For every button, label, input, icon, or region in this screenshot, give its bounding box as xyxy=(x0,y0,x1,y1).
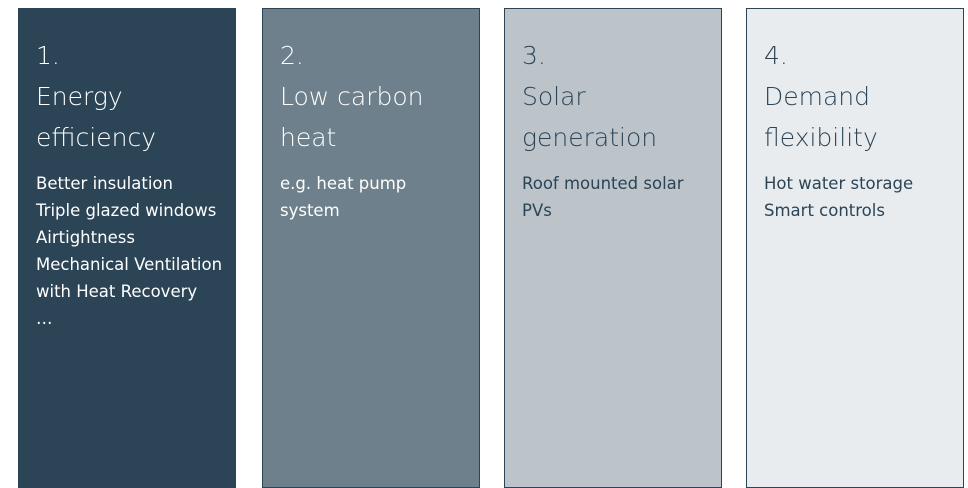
card-item: … xyxy=(36,309,53,328)
card-number: 1. xyxy=(36,41,60,70)
page: 1. Energy efficiency Better insulation Trip… xyxy=(18,8,964,488)
card-item: Hot water storage xyxy=(764,174,914,193)
card-number: 2. xyxy=(280,41,304,70)
card-number: 4. xyxy=(764,41,788,70)
card-items: Better insulation Triple glazed windows Ai… xyxy=(36,170,227,332)
card-item: Mechanical Ventilation with Heat Recover… xyxy=(36,255,223,301)
card-title: Low carbon heat xyxy=(280,82,424,152)
card-title: Demand flexibility xyxy=(764,82,878,152)
card-item: Better insulation xyxy=(36,174,173,193)
card-items: e.g. heat pump system xyxy=(280,170,471,224)
card-item: e.g. heat pump system xyxy=(280,174,407,220)
card-number: 3. xyxy=(522,41,546,70)
card: 3. Solar generation Roof mounted solar PVs xyxy=(504,8,722,488)
card: 4. Demand flexibility Hot water storage Sma… xyxy=(746,8,964,488)
card-item: Smart controls xyxy=(764,201,885,220)
card: 1. Energy efficiency Better insulation Trip… xyxy=(18,8,236,488)
card-title: Solar generation xyxy=(522,82,658,152)
card-title: Energy efficiency xyxy=(36,82,157,152)
card: 2. Low carbon heat e.g. heat pump system xyxy=(262,8,480,488)
card-items: Roof mounted solar PVs xyxy=(522,170,713,224)
card-item: Roof mounted solar PVs xyxy=(522,174,684,220)
card-items: Hot water storage Smart controls xyxy=(764,170,955,224)
card-item: Airtightness xyxy=(36,228,135,247)
card-item: Triple glazed windows xyxy=(36,201,217,220)
